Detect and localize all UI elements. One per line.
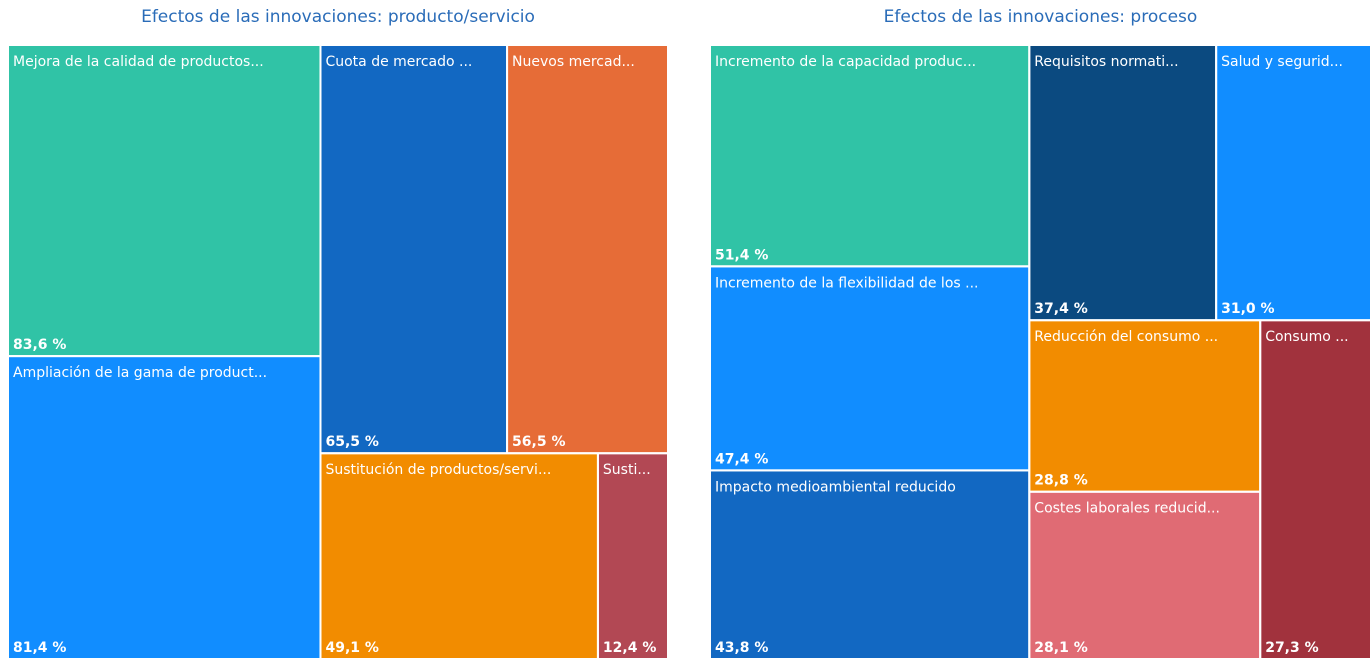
tile-label: Susti... bbox=[603, 462, 651, 478]
treemap-cell: Consumo ... 27,3 % bbox=[1261, 321, 1370, 658]
tile-label: Ampliación de la gama de product... bbox=[13, 365, 267, 381]
treemap-cell: Susti... 12,4 % bbox=[598, 454, 667, 658]
tile-label: Cuota de mercado ... bbox=[325, 54, 472, 70]
treemap-tile bbox=[711, 471, 1029, 658]
tile-value-label: 65,5 % bbox=[325, 434, 378, 450]
tile-label: Incremento de la flexibilidad de los ... bbox=[715, 275, 978, 291]
treemap-cell: Incremento de la flexibilidad de los ...… bbox=[711, 267, 1029, 470]
treemap-tile bbox=[711, 267, 1029, 470]
tile-value-label: 37,4 % bbox=[1034, 301, 1087, 317]
treemap-tile bbox=[9, 357, 320, 658]
treemap-cell: Incremento de la capacidad produc... 51,4… bbox=[711, 46, 1029, 266]
treemap-tile bbox=[1030, 321, 1260, 491]
treemap-tile bbox=[1217, 46, 1370, 320]
treemap-tile bbox=[1030, 46, 1216, 320]
treemap-tile bbox=[321, 454, 597, 658]
tile-value-label: 28,1 % bbox=[1034, 640, 1087, 656]
tile-label: Incremento de la capacidad produc... bbox=[715, 54, 976, 70]
tile-value-label: 12,4 % bbox=[603, 640, 656, 656]
treemap-tile bbox=[711, 46, 1029, 266]
treemap-cell: Cuota de mercado ... 65,5 % bbox=[321, 46, 507, 453]
tile-value-label: 49,1 % bbox=[325, 640, 378, 656]
treemap-tile bbox=[1030, 492, 1260, 658]
treemap-tile bbox=[321, 46, 507, 453]
treemap-chart: Efectos de las innovaciones: proceso Incr… bbox=[711, 7, 1370, 658]
tile-value-label: 28,8 % bbox=[1034, 473, 1087, 489]
tile-label: Reducción del consumo ... bbox=[1034, 329, 1218, 345]
tile-value-label: 83,6 % bbox=[13, 337, 66, 353]
tile-value-label: 81,4 % bbox=[13, 640, 66, 656]
treemap-cell: Nuevos mercad... 56,5 % bbox=[508, 46, 667, 453]
treemap-cell: Costes laborales reducid... 28,1 % bbox=[1030, 492, 1260, 658]
tile-value-label: 43,8 % bbox=[715, 640, 768, 656]
treemap-chart: Efectos de las innovaciones: producto/se… bbox=[9, 7, 667, 658]
tile-value-label: 27,3 % bbox=[1265, 640, 1318, 656]
treemap-cell: Sustitución de productos/servi... 49,1 % bbox=[321, 454, 597, 658]
treemap-tile bbox=[1261, 321, 1370, 658]
treemap-cell: Mejora de la calidad de productos... 83,6… bbox=[9, 46, 320, 356]
treemap-cell: Salud y segurid... 31,0 % bbox=[1217, 46, 1370, 320]
treemap-cell: Ampliación de la gama de product... 81,4 … bbox=[9, 357, 320, 658]
treemap-tile bbox=[9, 46, 320, 356]
tile-label: Costes laborales reducid... bbox=[1034, 501, 1220, 517]
treemap-tile bbox=[598, 454, 667, 658]
tile-label: Consumo ... bbox=[1265, 329, 1348, 345]
treemap-cell: Requisitos normati... 37,4 % bbox=[1030, 46, 1216, 320]
tile-value-label: 31,0 % bbox=[1221, 301, 1274, 317]
tile-value-label: 56,5 % bbox=[512, 434, 565, 450]
tile-label: Nuevos mercad... bbox=[512, 54, 635, 70]
treemap-cell: Reducción del consumo ... 28,8 % bbox=[1030, 321, 1260, 491]
tile-label: Mejora de la calidad de productos... bbox=[13, 54, 264, 70]
chart-title: Efectos de las innovaciones: producto/se… bbox=[141, 7, 535, 27]
tile-value-label: 47,4 % bbox=[715, 451, 768, 467]
tile-label: Impacto medioambiental reducido bbox=[715, 479, 956, 495]
tile-value-label: 51,4 % bbox=[715, 247, 768, 263]
treemap-cell: Impacto medioambiental reducido 43,8 % bbox=[711, 471, 1029, 658]
chart-title: Efectos de las innovaciones: proceso bbox=[884, 7, 1198, 27]
tile-label: Salud y segurid... bbox=[1221, 54, 1343, 70]
treemap-tile bbox=[508, 46, 667, 453]
tile-label: Sustitución de productos/servi... bbox=[325, 462, 551, 478]
tile-label: Requisitos normati... bbox=[1034, 54, 1178, 70]
